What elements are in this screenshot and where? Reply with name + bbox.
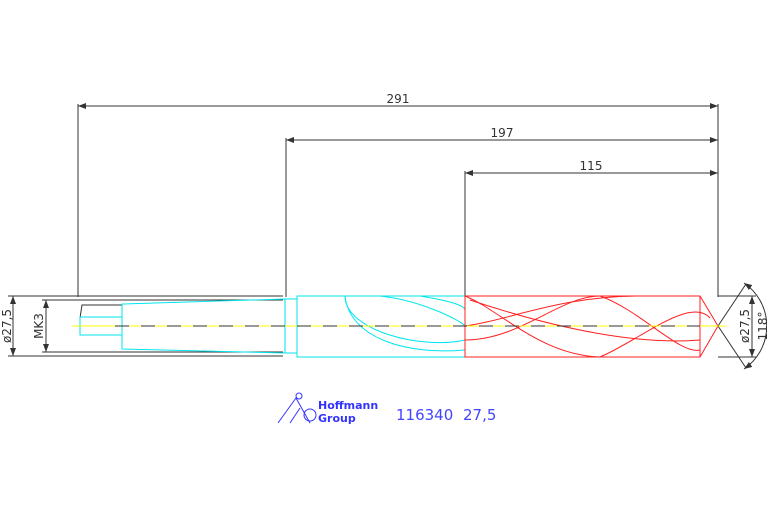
hoffmann-logo: Hoffmann Group xyxy=(277,392,378,425)
dim-197: 197 xyxy=(491,126,514,140)
dim-115: 115 xyxy=(580,159,603,173)
logo-line1: Hoffmann xyxy=(318,399,378,412)
part-number: 116340 xyxy=(396,406,453,424)
dimension-lines xyxy=(8,103,767,370)
part-size: 27,5 xyxy=(463,406,496,424)
dim-shank-diameter: ø27,5 xyxy=(0,309,14,343)
dim-point-angle: 118° xyxy=(756,312,767,341)
dim-291: 291 xyxy=(387,92,410,106)
logo-line2: Group xyxy=(318,412,356,425)
dim-drill-diameter: ø27,5 xyxy=(738,309,752,343)
dim-taper: MK3 xyxy=(32,313,46,339)
